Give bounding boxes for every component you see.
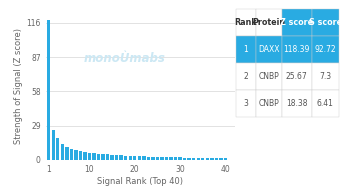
Bar: [192, 158, 195, 160]
Bar: [133, 156, 136, 160]
Bar: [151, 157, 155, 160]
Y-axis label: Strength of Signal (Z score): Strength of Signal (Z score): [14, 28, 23, 144]
Bar: [312, 63, 339, 90]
Bar: [236, 9, 256, 36]
Bar: [56, 138, 60, 160]
Bar: [147, 157, 150, 160]
Text: CNBP: CNBP: [258, 72, 279, 81]
Bar: [282, 90, 312, 117]
Bar: [210, 158, 214, 160]
Bar: [115, 155, 118, 160]
Text: 2: 2: [244, 72, 248, 81]
Bar: [282, 36, 312, 63]
Text: 25.67: 25.67: [286, 72, 308, 81]
Bar: [236, 63, 256, 90]
Bar: [256, 36, 282, 63]
Bar: [156, 157, 159, 160]
Bar: [142, 156, 146, 160]
Bar: [97, 154, 100, 160]
Bar: [88, 153, 91, 160]
Bar: [219, 158, 223, 160]
Bar: [312, 9, 339, 36]
Bar: [124, 156, 127, 160]
Text: 92.72: 92.72: [314, 45, 336, 54]
Bar: [165, 157, 168, 160]
Bar: [197, 158, 200, 160]
Bar: [106, 154, 109, 160]
Bar: [256, 90, 282, 117]
Bar: [183, 158, 186, 160]
Bar: [102, 154, 105, 160]
Text: Rank: Rank: [234, 18, 257, 27]
Text: CNBP: CNBP: [258, 99, 279, 108]
X-axis label: Signal Rank (Top 40): Signal Rank (Top 40): [97, 177, 183, 186]
Bar: [51, 130, 55, 160]
Bar: [128, 156, 132, 160]
Bar: [47, 20, 50, 160]
Bar: [138, 156, 141, 160]
Bar: [282, 63, 312, 90]
Bar: [61, 144, 64, 160]
Bar: [160, 157, 164, 160]
Bar: [312, 90, 339, 117]
Text: 1: 1: [244, 45, 248, 54]
Text: monoÙmabs: monoÙmabs: [84, 52, 166, 65]
Bar: [201, 158, 204, 160]
Text: 7.3: 7.3: [319, 72, 331, 81]
Bar: [236, 90, 256, 117]
Bar: [119, 155, 123, 160]
Bar: [169, 157, 173, 160]
Bar: [92, 153, 96, 160]
Bar: [178, 158, 182, 160]
Bar: [65, 147, 69, 160]
Bar: [74, 150, 78, 160]
Bar: [79, 151, 82, 160]
Text: 18.38: 18.38: [286, 99, 307, 108]
Bar: [224, 158, 227, 160]
Bar: [282, 9, 312, 36]
Bar: [256, 9, 282, 36]
Bar: [70, 149, 73, 160]
Bar: [188, 158, 191, 160]
Text: S score: S score: [309, 18, 342, 27]
Bar: [111, 155, 114, 160]
Bar: [256, 63, 282, 90]
Bar: [174, 157, 177, 160]
Bar: [312, 36, 339, 63]
Bar: [83, 152, 87, 160]
Text: Z score: Z score: [280, 18, 313, 27]
Bar: [205, 158, 209, 160]
Text: Protein: Protein: [252, 18, 285, 27]
Text: 3: 3: [244, 99, 248, 108]
Bar: [236, 36, 256, 63]
Text: 6.41: 6.41: [317, 99, 334, 108]
Bar: [215, 158, 218, 160]
Text: 118.39: 118.39: [284, 45, 310, 54]
Text: DAXX: DAXX: [258, 45, 279, 54]
